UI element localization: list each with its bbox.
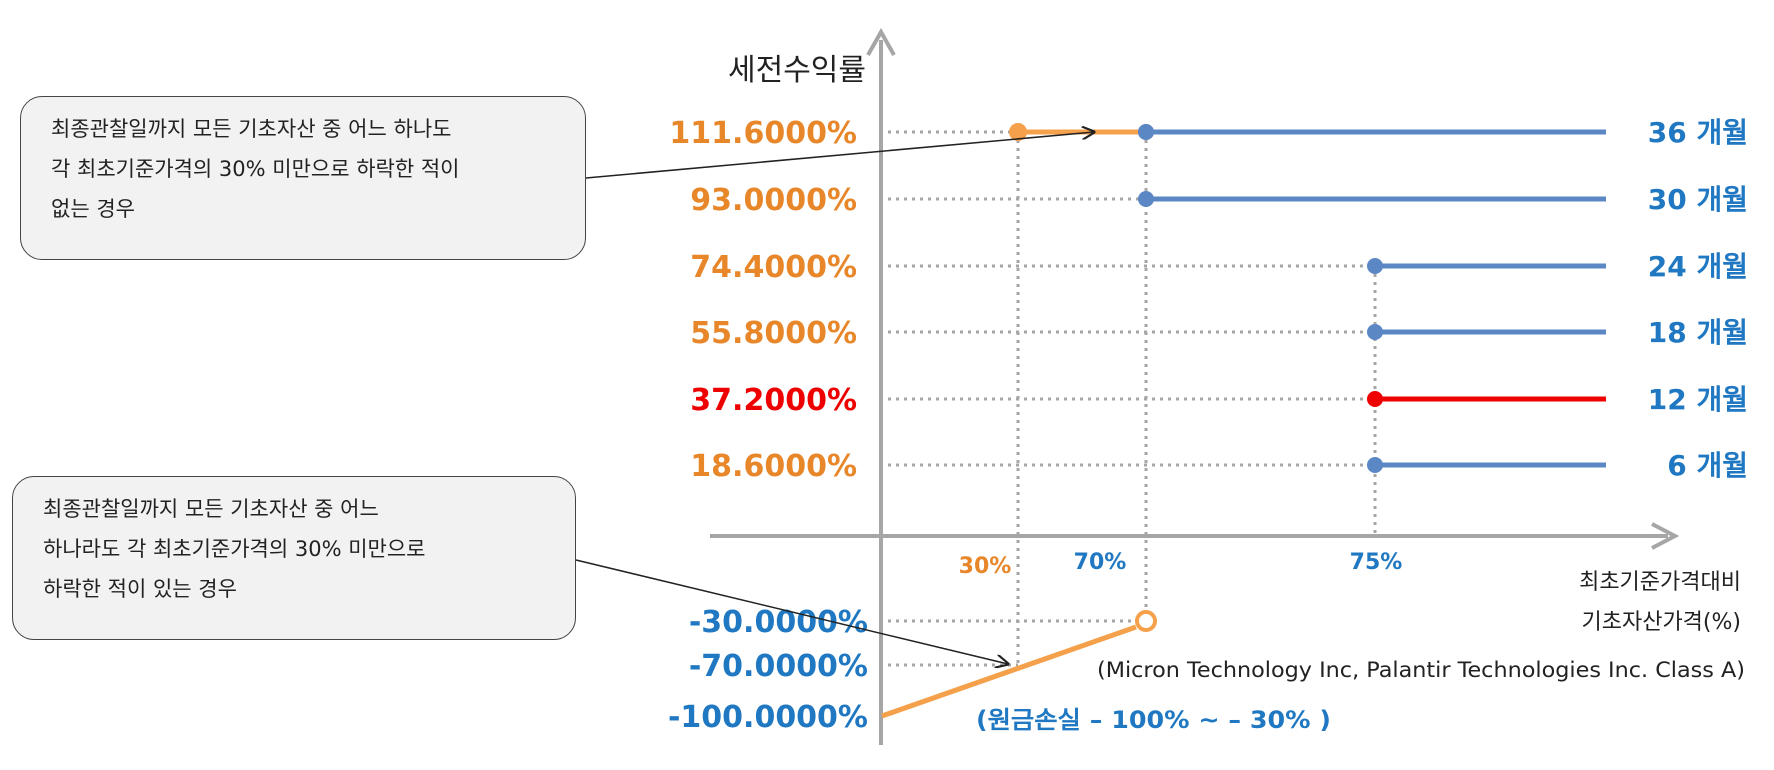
loss-note: (원금손실 – 100% ~ – 30% ) xyxy=(976,706,1331,734)
callout-bottom-line-3: 하락한 적이 있는 경우 xyxy=(43,577,237,601)
x-axis-label-line-1: 최초기준가격대비 xyxy=(1579,570,1741,595)
payoff-point-3 xyxy=(1367,324,1383,340)
y-tick-return-0: 111.6000% xyxy=(669,116,857,151)
y-tick-return-2: 74.4000% xyxy=(690,250,857,285)
y-tick-return-1: 93.0000% xyxy=(690,183,857,218)
y-tick-loss-0: -30.0000% xyxy=(689,605,868,640)
period-label-3: 18 개월 xyxy=(1648,316,1748,349)
callout-top-line-3: 없는 경우 xyxy=(51,197,135,221)
callout-top-line-1: 최종관찰일까지 모든 기초자산 중 어느 하나도 xyxy=(51,117,452,141)
y-tick-loss-1: -70.0000% xyxy=(689,649,868,684)
period-label-1: 30 개월 xyxy=(1648,183,1748,216)
callout-knock-in: 최종관찰일까지 모든 기초자산 중 어느 하나라도 각 최초기준가격의 30% … xyxy=(12,476,576,640)
x-axis-label-line-2: 기초자산가격(%) xyxy=(1581,610,1741,635)
callout-no-knock-in: 최종관찰일까지 모든 기초자산 중 어느 하나도 각 최초기준가격의 30% 미… xyxy=(20,96,586,260)
period-label-5: 6 개월 xyxy=(1667,449,1748,482)
payoff-point-5 xyxy=(1367,457,1383,473)
underlyings-note: (Micron Technology Inc, Palantir Technol… xyxy=(1097,658,1745,682)
y-tick-return-4: 37.2000% xyxy=(690,383,857,418)
y-tick-loss-2: -100.0000% xyxy=(668,700,868,735)
loss-line xyxy=(881,624,1137,719)
x-tick-30: 30% xyxy=(959,554,1012,579)
payoff-point-4 xyxy=(1367,391,1383,407)
x-tick-75: 75% xyxy=(1350,550,1403,575)
knock-in-end-point xyxy=(1138,124,1154,140)
payoff-point-2 xyxy=(1367,258,1383,274)
loss-line-end-point xyxy=(1135,610,1157,632)
payoff-point-1 xyxy=(1138,191,1154,207)
y-tick-return-5: 18.6000% xyxy=(690,449,857,484)
callout-bottom-line-2: 하나라도 각 최초기준가격의 30% 미만으로 xyxy=(43,537,426,561)
callout-bottom-line-1: 최종관찰일까지 모든 기초자산 중 어느 xyxy=(43,497,379,521)
x-tick-70: 70% xyxy=(1074,550,1127,575)
knock-in-start-point xyxy=(1009,123,1027,141)
callout-top-connector xyxy=(585,132,1094,179)
callout-bottom-connector xyxy=(575,559,1008,664)
period-label-4: 12 개월 xyxy=(1648,383,1748,416)
callout-top-line-2: 각 최초기준가격의 30% 미만으로 하락한 적이 xyxy=(51,157,460,181)
y-axis-arrow-icon xyxy=(866,27,896,56)
period-label-0: 36 개월 xyxy=(1648,116,1748,149)
y-axis-label: 세전수익률 xyxy=(728,53,866,88)
y-tick-return-3: 55.8000% xyxy=(690,316,857,351)
x-axis-arrow-icon xyxy=(1651,522,1680,550)
period-label-2: 24 개월 xyxy=(1648,250,1748,283)
